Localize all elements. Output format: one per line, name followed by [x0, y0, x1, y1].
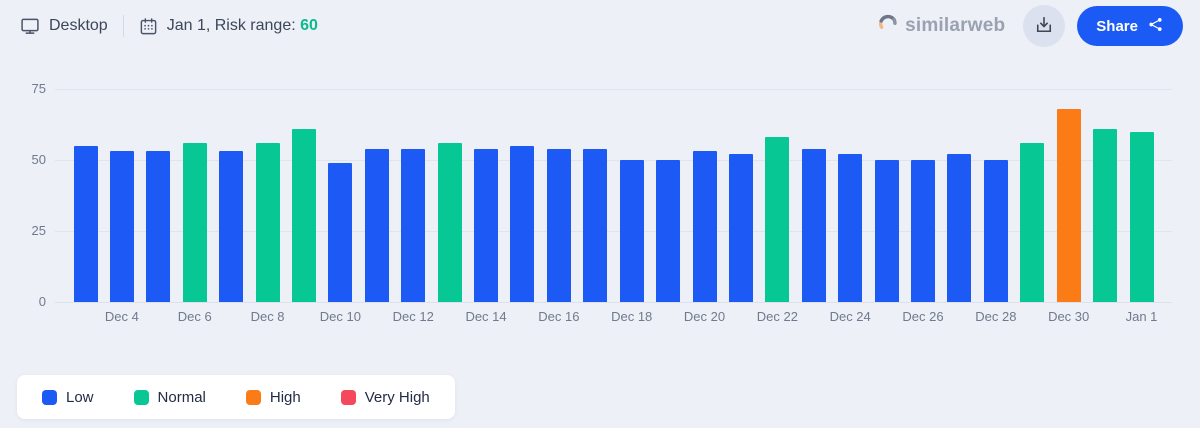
gridline-25	[55, 230, 1172, 232]
legend-swatch-low	[42, 389, 57, 405]
desktop-monitor-icon	[20, 16, 40, 36]
bar-dec-14[interactable]	[474, 148, 499, 302]
x-tick-label-dec-24: Dec 24	[829, 309, 871, 324]
bar-dec-4[interactable]	[109, 151, 134, 302]
bar-dec-6[interactable]	[182, 142, 207, 302]
legend-swatch-normal	[133, 389, 149, 405]
header-left: Desktop Jan 1, Risk ra	[20, 15, 318, 37]
x-tick-label-dec-22: Dec 22	[756, 309, 798, 324]
bar-dec-16[interactable]	[546, 148, 571, 302]
date-risk-summary: Jan 1, Risk range: 60	[167, 17, 318, 35]
bar-dec-15[interactable]	[510, 145, 535, 302]
bar-dec-23[interactable]	[801, 148, 826, 302]
gridline-0	[55, 301, 1172, 303]
bar-dec-24[interactable]	[838, 154, 863, 302]
header-divider	[122, 15, 124, 37]
bar-dec-20[interactable]	[692, 151, 717, 302]
x-tick-label-dec-30: Dec 30	[1048, 309, 1090, 324]
bar-dec-12[interactable]	[401, 148, 426, 302]
x-tick-label-dec-10: Dec 10	[319, 309, 361, 324]
x-tick-label-dec-14: Dec 14	[465, 309, 507, 324]
bar-dec-7[interactable]	[219, 151, 244, 302]
bar-dec-31[interactable]	[1093, 128, 1118, 302]
bar-dec-19[interactable]	[656, 160, 681, 302]
bar-dec-17[interactable]	[583, 148, 608, 302]
legend-swatch-high	[245, 389, 261, 405]
bar-dec-13[interactable]	[437, 142, 462, 302]
x-tick-label-dec-6: Dec 6	[177, 309, 212, 324]
y-tick-label-25: 25	[31, 223, 46, 238]
y-tick-label-75: 75	[31, 81, 46, 96]
legend: Low Normal High Very High	[17, 375, 455, 419]
bar-dec-8[interactable]	[255, 142, 280, 302]
legend-item-high[interactable]: High	[245, 388, 301, 406]
share-button-label: Share	[1096, 17, 1138, 35]
x-tick-label-dec-26: Dec 26	[902, 309, 944, 324]
bar-dec-27[interactable]	[947, 154, 972, 302]
download-icon	[1034, 15, 1054, 38]
similarweb-brand: similarweb	[877, 13, 1005, 40]
bar-dec-25[interactable]	[874, 160, 899, 302]
similarweb-logo-icon	[877, 13, 899, 40]
x-tick-label-dec-20: Dec 20	[683, 309, 726, 324]
bar-jan-1[interactable]	[1129, 131, 1154, 302]
bar-dec-18[interactable]	[619, 160, 644, 302]
date-risk-summary-text: Jan 1, Risk range:	[166, 17, 301, 34]
bar-dec-3[interactable]	[73, 145, 98, 302]
legend-item-normal[interactable]: Normal	[133, 388, 206, 406]
bar-dec-28[interactable]	[983, 160, 1008, 302]
share-button[interactable]: Share	[1077, 6, 1183, 46]
bar-dec-5[interactable]	[146, 151, 171, 302]
legend-item-low[interactable]: Low	[42, 389, 94, 406]
legend-item-very-high[interactable]: Very High	[340, 388, 430, 406]
bar-dec-22[interactable]	[765, 137, 790, 302]
calendar-icon	[139, 17, 158, 36]
legend-swatch-very-high	[340, 389, 356, 405]
y-tick-label-50: 50	[31, 152, 46, 167]
x-tick-label-dec-16: Dec 16	[538, 309, 580, 324]
plot-area: 0 25 50 75 Dec 4 Dec 6 Dec 8 Dec 10 Dec 12 Dec 14…	[32, 81, 1172, 324]
bar-dec-29[interactable]	[1020, 142, 1045, 302]
download-button[interactable]	[1023, 5, 1066, 47]
legend-label-low: Low	[66, 388, 94, 406]
x-tick-label-dec-18: Dec 18	[611, 309, 653, 324]
header-right: similarweb Share	[877, 5, 1183, 47]
bar-dec-26[interactable]	[911, 160, 936, 302]
x-tick-label-jan-1: Jan 1	[1125, 309, 1158, 324]
x-tick-label-dec-28: Dec 28	[975, 309, 1017, 324]
gridline-75	[55, 88, 1172, 90]
bar-dec-21[interactable]	[728, 154, 753, 302]
x-tick-label-dec-4: Dec 4	[104, 309, 139, 324]
x-tick-label-dec-8: Dec 8	[250, 309, 285, 324]
bar-dec-11[interactable]	[364, 148, 389, 302]
header: Desktop Jan 1, Risk ra	[0, 0, 1200, 52]
legend-label-normal: Normal	[157, 388, 206, 406]
legend-label-very-high: Very High	[364, 388, 430, 406]
legend-label-high: High	[269, 388, 301, 406]
bar-dec-30[interactable]	[1056, 108, 1081, 302]
x-tick-label-dec-12: Dec 12	[392, 309, 434, 324]
gridline-50	[55, 159, 1172, 161]
device-label: Desktop	[49, 17, 108, 34]
similarweb-wordmark: similarweb	[905, 15, 1006, 36]
risk-value: 60	[300, 17, 318, 34]
share-nodes-icon	[1147, 16, 1164, 37]
bar-dec-9[interactable]	[291, 128, 316, 302]
y-tick-label-0: 0	[38, 294, 46, 309]
bar-dec-10[interactable]	[328, 162, 353, 302]
